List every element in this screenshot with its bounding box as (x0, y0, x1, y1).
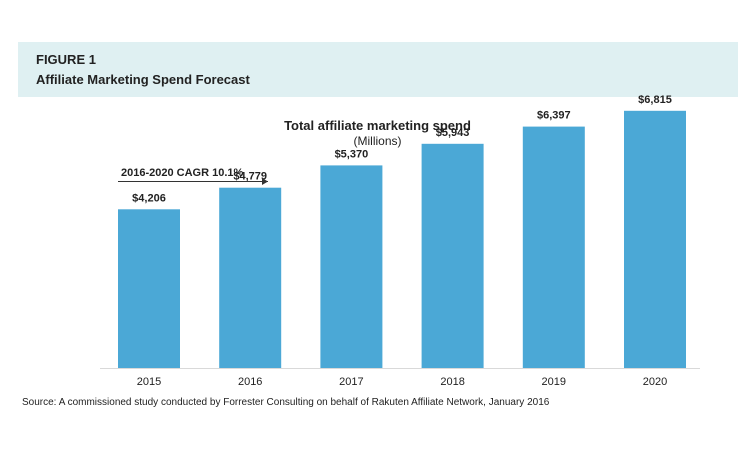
figure-header: FIGURE 1 Affiliate Marketing Spend Forec… (18, 42, 738, 97)
x-tick-2016: 2016 (238, 376, 262, 388)
data-label-2019: $6,397 (537, 110, 571, 122)
data-label-2016: $4,779 (233, 171, 267, 183)
chart-title: Total affiliate marketing spend (284, 118, 471, 133)
chart-subtitle: (Millions) (353, 134, 402, 148)
x-tick-2019: 2019 (542, 376, 566, 388)
figure-title: Affiliate Marketing Spend Forecast (36, 72, 250, 87)
bar-2020 (624, 110, 686, 369)
data-label-2018: $5,943 (436, 127, 470, 139)
x-tick-2020: 2020 (643, 376, 667, 388)
data-label-2015: $4,206 (132, 192, 166, 204)
bar-2015 (118, 209, 180, 368)
bar-2019 (522, 126, 585, 368)
data-label-2017: $5,370 (335, 148, 369, 160)
cagr-annotation: 2016-2020 CAGR 10.1% (121, 167, 244, 179)
cagr-arrow-head (262, 178, 268, 185)
data-label-2020: $6,815 (638, 94, 672, 106)
bar-2017 (320, 165, 383, 368)
figure-label: FIGURE 1 (36, 52, 96, 67)
source-note: Source: A commissioned study conducted b… (22, 397, 550, 408)
bar-2018 (421, 143, 484, 368)
bar-2016 (219, 187, 282, 368)
x-tick-2017: 2017 (339, 376, 363, 388)
x-tick-2018: 2018 (440, 376, 464, 388)
x-tick-2015: 2015 (137, 376, 161, 388)
